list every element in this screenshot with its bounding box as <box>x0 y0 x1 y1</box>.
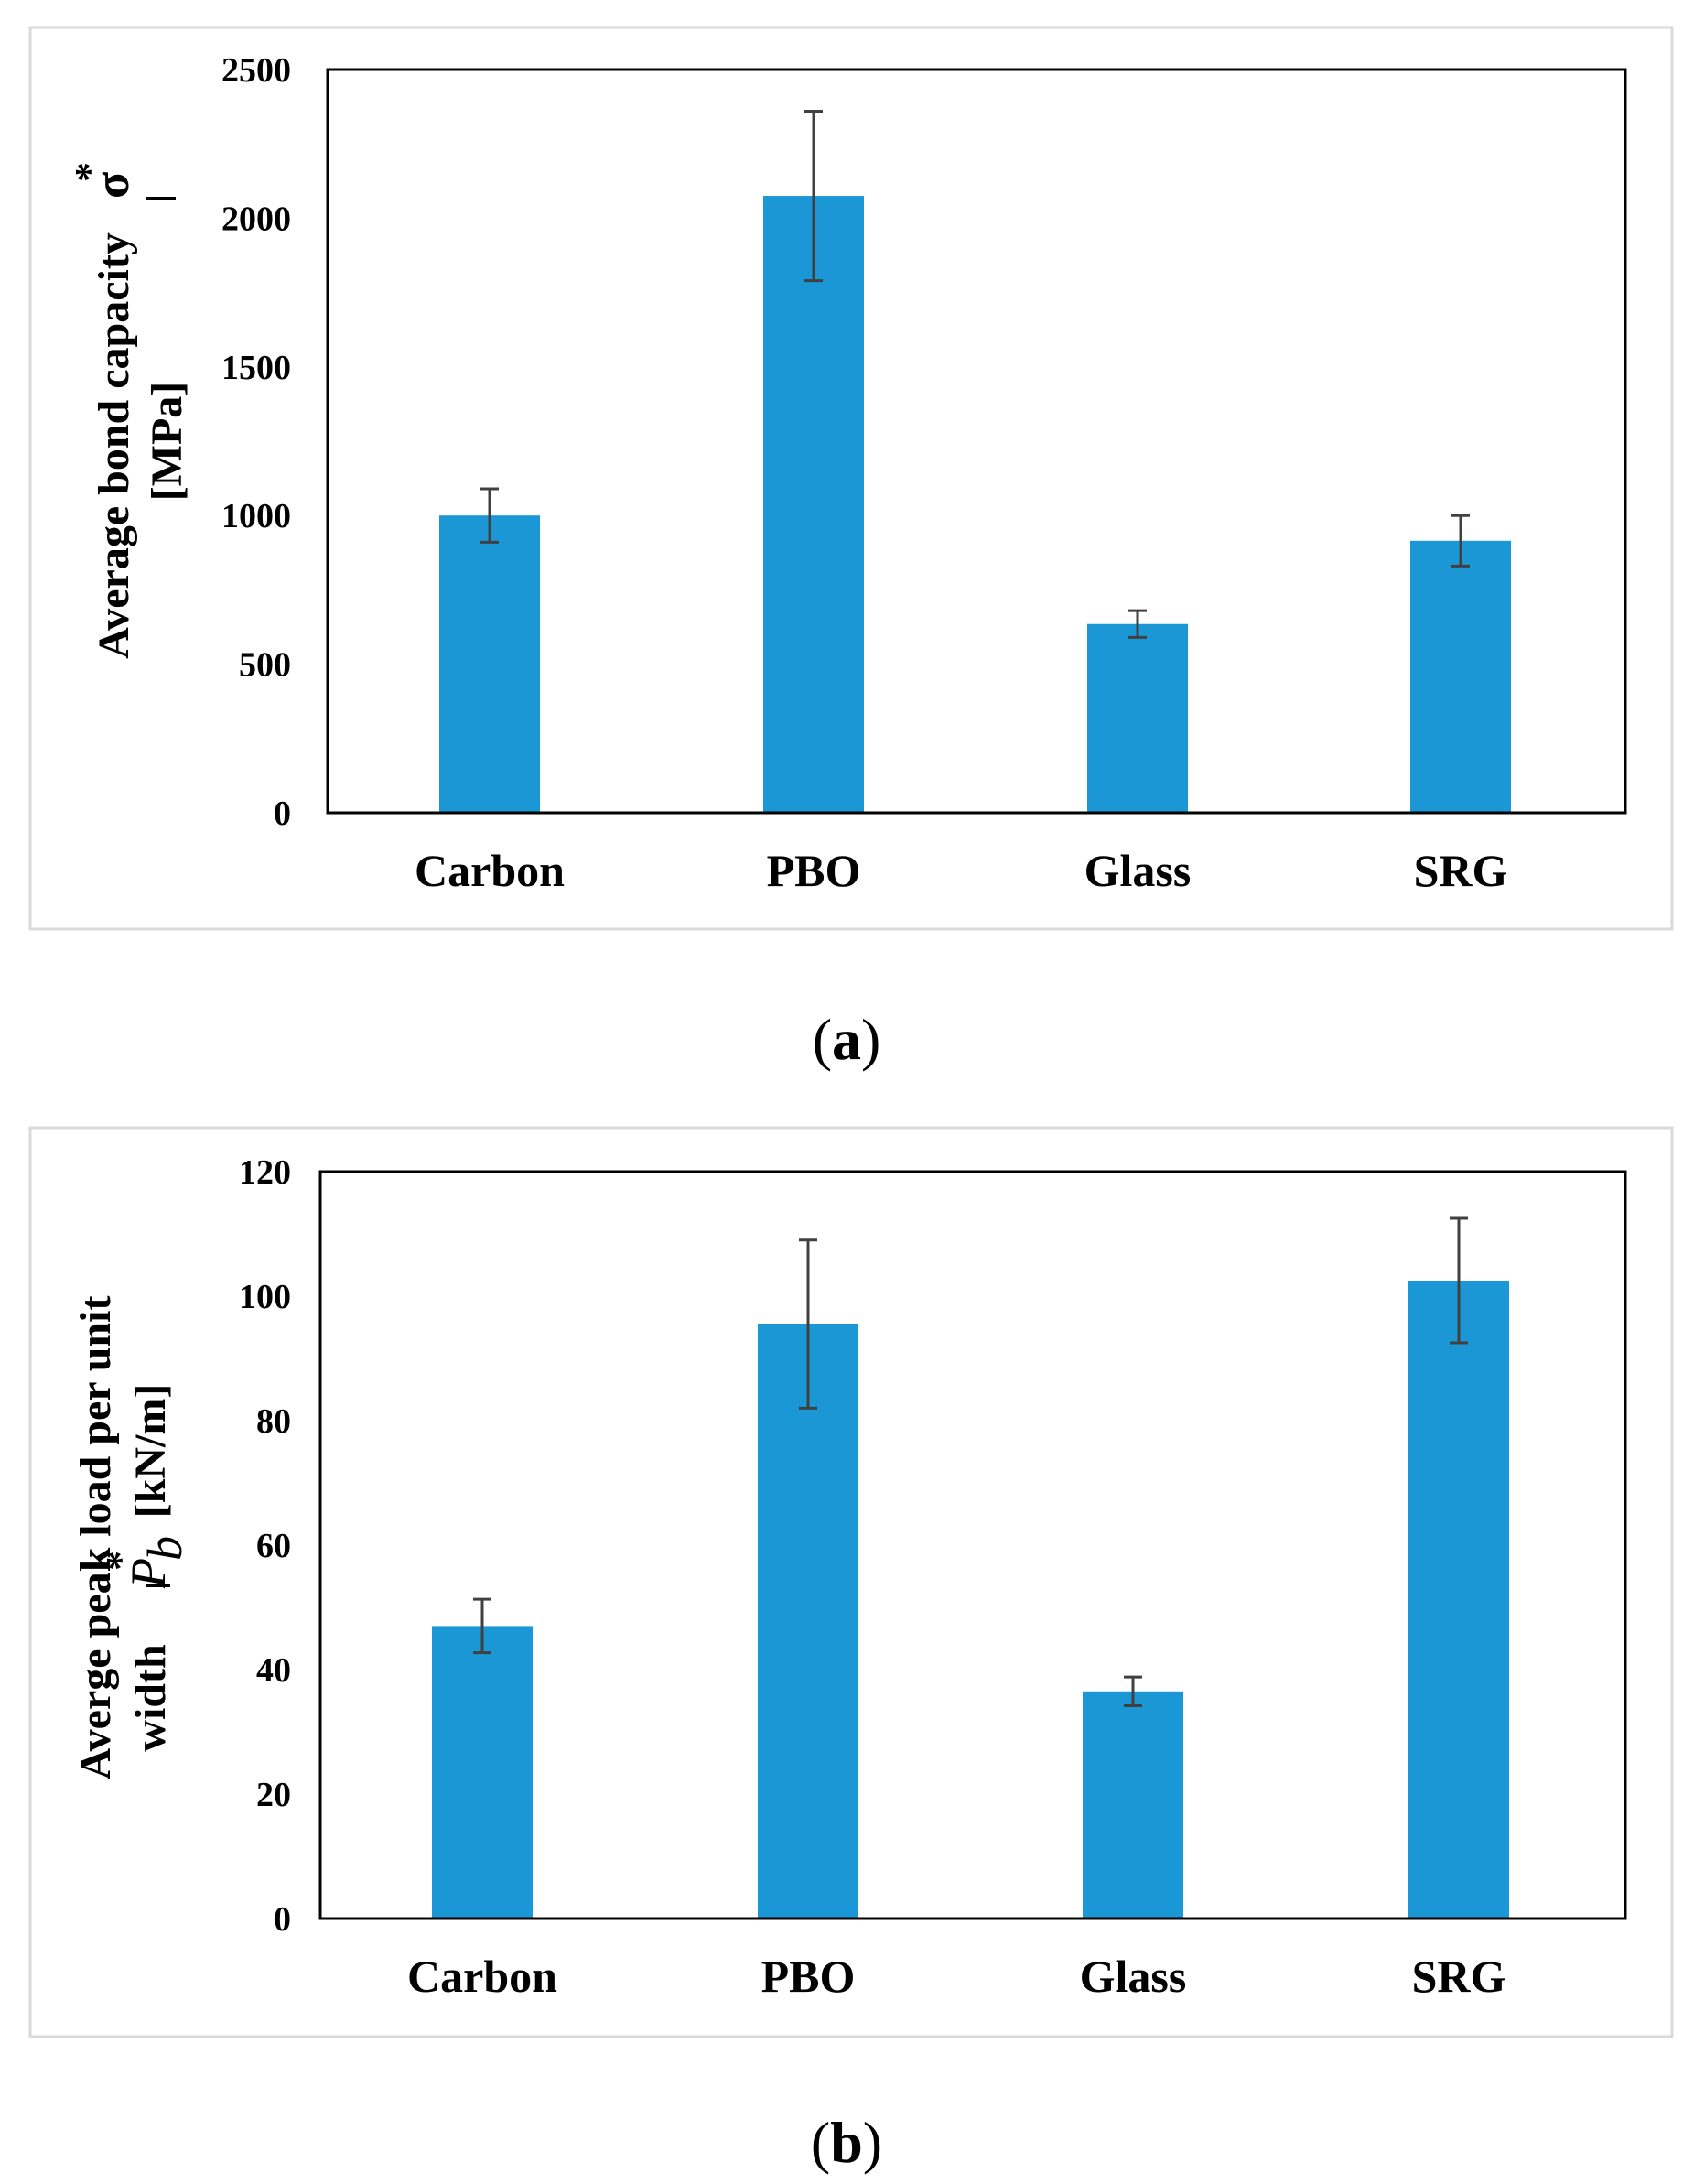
chart-a-error-bar-carbon <box>480 487 499 544</box>
chart-b-y-axis-label: Averge peak load per unit width P b * [k… <box>71 1296 192 1780</box>
panel-b-letter: b <box>830 2110 863 2175</box>
chart-a-error-bar-glass <box>1128 609 1147 639</box>
chart-b-x-label-srg: SRG <box>1412 1951 1506 2002</box>
chart-b-y-tick-label: 0 <box>274 1900 291 1939</box>
chart-a-x-labels: Carbon PBO Glass SRG <box>415 845 1507 896</box>
chart-a-y-ticks: 0 500 1000 1500 2000 2500 <box>221 51 291 833</box>
chart-a-error-bar-pbo <box>804 109 823 283</box>
chart-b-ylabel-unit: [kN/m] <box>126 1384 175 1519</box>
chart-a-ylabel-unit: [MPa] <box>143 382 191 502</box>
panel-label-b: (b) <box>811 2110 882 2175</box>
chart-a-bars <box>439 196 1511 814</box>
chart-a-error-bars <box>480 109 1470 639</box>
chart-b-y-tick-label: 80 <box>256 1402 291 1441</box>
panel-label-a: (a) <box>813 1007 881 1072</box>
chart-a-y-tick-label: 2500 <box>221 51 291 90</box>
chart-b-plot-area <box>318 1170 1627 1920</box>
chart-b-bars <box>432 1281 1509 1919</box>
panel-a-letter: a <box>832 1007 861 1072</box>
chart-a-bar-srg <box>1410 540 1511 813</box>
chart-b-y-tick-label: 20 <box>256 1776 291 1814</box>
chart-b-y-ticks: 0 20 40 60 80 100 120 <box>239 1153 291 1939</box>
chart-b-y-tick-label: 60 <box>256 1527 291 1565</box>
chart-a-x-label-srg: SRG <box>1414 845 1508 896</box>
chart-a-ylabel-text: Average bond capacity <box>90 232 138 659</box>
chart-b: 0 20 40 60 80 100 120 Carbon PBO Glass SRG Averge… <box>28 1126 1674 2038</box>
chart-a-y-axis-label: Average bond capacity [MPa] σ * <box>67 162 191 659</box>
chart-b-y-tick-label: 100 <box>239 1278 291 1316</box>
chart-a-bar-pbo <box>763 196 864 814</box>
chart-b-ylabel-star: * <box>98 1551 143 1571</box>
chart-b-error-bar-srg <box>1450 1216 1468 1345</box>
chart-b-x-label-glass: Glass <box>1080 1951 1187 2002</box>
chart-a-y-tick-label: 1000 <box>221 497 291 535</box>
chart-b-bar-carbon <box>432 1626 533 1919</box>
chart-b-bar-srg <box>1408 1281 1509 1919</box>
chart-b-x-label-pbo: PBO <box>761 1951 856 2002</box>
chart-b-error-bar-carbon <box>473 1597 491 1655</box>
chart-a-bar-carbon <box>439 515 540 813</box>
chart-b-bar-glass <box>1083 1691 1183 1919</box>
chart-b-error-bars <box>473 1216 1468 1707</box>
chart-b-ylabel-subscript: b <box>137 1536 192 1561</box>
chart-a: 0 500 1000 1500 2000 2500 Carbon PBO Glass SRG A… <box>28 26 1674 931</box>
chart-b-x-label-carbon: Carbon <box>407 1951 557 2002</box>
chart-b-error-bar-pbo <box>799 1238 817 1410</box>
chart-b-y-tick-label: 120 <box>239 1153 291 1192</box>
chart-b-y-tick-label: 40 <box>256 1651 291 1690</box>
chart-b-ylabel-line2: width <box>126 1644 175 1751</box>
chart-a-y-tick-label: 2000 <box>221 200 291 238</box>
chart-b-ylabel-text: Averge peak load per unit <box>71 1296 120 1780</box>
chart-a-x-label-glass: Glass <box>1084 845 1192 896</box>
chart-a-y-tick-label: 0 <box>274 795 291 833</box>
chart-a-y-tick-label: 1500 <box>221 349 291 387</box>
chart-a-ylabel-star: * <box>67 162 112 182</box>
chart-a-x-label-pbo: PBO <box>767 845 861 896</box>
chart-a-plot-area <box>326 68 1627 815</box>
chart-a-x-label-carbon: Carbon <box>415 845 565 896</box>
chart-a-error-bar-srg <box>1451 514 1470 568</box>
chart-b-x-labels: Carbon PBO Glass SRG <box>407 1951 1505 2002</box>
chart-b-bar-pbo <box>758 1324 858 1919</box>
chart-a-y-tick-label: 500 <box>239 646 291 685</box>
chart-b-error-bar-glass <box>1124 1675 1142 1707</box>
chart-a-bar-glass <box>1087 623 1188 813</box>
chart-a-ylabel-symbol: σ <box>84 171 139 199</box>
